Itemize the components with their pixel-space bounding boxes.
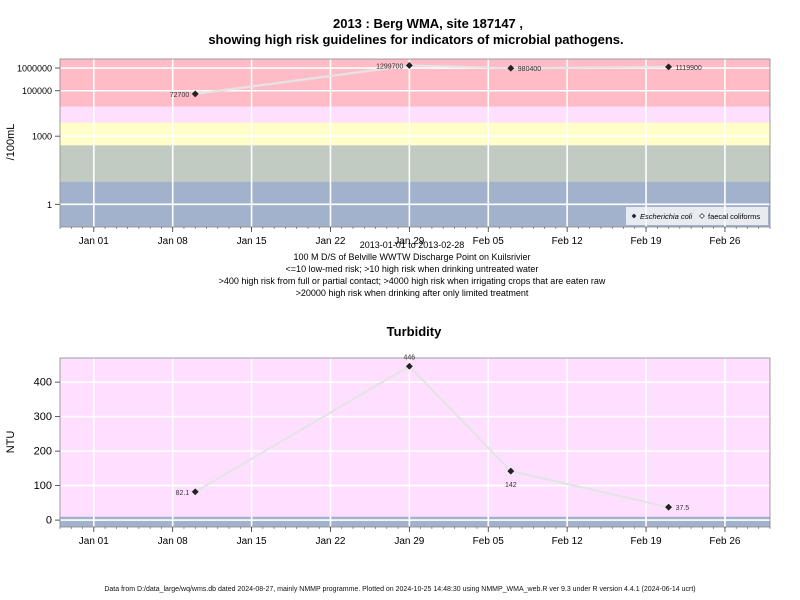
risk-band-1	[60, 145, 770, 182]
turbidity-plot-panel: Jan 01 Jan 08 Jan 15 Jan 22 Jan 29 Feb 05 Feb …	[34, 354, 771, 547]
risk-band-0	[60, 516, 770, 527]
x-tick-label-5: Feb 05	[473, 236, 505, 247]
xlabel-line-contact-risk: >400 high risk from full or partial cont…	[219, 276, 606, 286]
x-tick-label-0: Jan 01	[79, 236, 109, 247]
x-tick-label-6: Feb 12	[552, 536, 584, 547]
x-tick-label-8: Feb 26	[709, 236, 741, 247]
y-tick-label-2: 200	[34, 446, 52, 458]
chart2-title: Turbidity	[387, 324, 442, 339]
series-line-0	[195, 64, 669, 95]
data-point-1	[405, 362, 413, 370]
y-tick-label-3: 300	[34, 411, 52, 423]
legend-label-ecoli: Escherichia coli	[640, 212, 692, 221]
y-tick-label-1: 100000	[22, 86, 52, 96]
x-tick-label-7: Feb 19	[630, 536, 662, 547]
legend-label-faecal: faecal coliforms	[708, 212, 760, 221]
series-line-0	[194, 364, 669, 509]
data-point-2	[507, 467, 515, 475]
data-label-3: 37.5	[676, 505, 690, 512]
x-tick-label-8: Feb 26	[709, 536, 741, 547]
xlabel-line-treatment-risk: >20000 high risk when drinking after onl…	[296, 288, 529, 298]
chart1-title: 2013 : Berg WMA, site 187147 ,	[333, 16, 523, 31]
data-point-2	[507, 64, 515, 72]
x-tick-label-0: Jan 01	[79, 536, 109, 547]
x-tick-label-2: Jan 15	[237, 236, 267, 247]
y-tick-label-4: 400	[34, 377, 52, 389]
chart1-subtitle: showing high risk guidelines for indicat…	[208, 32, 623, 47]
x-tick-label-2: Jan 15	[237, 536, 267, 547]
x-tick-label-6: Feb 12	[552, 236, 584, 247]
x-tick-label-4: Jan 29	[394, 236, 424, 247]
plot-frame	[59, 357, 771, 528]
y-tick-label-1: 100	[34, 480, 52, 492]
y-tick-label-0: 1000000	[17, 64, 52, 74]
xlabel-line-low-risk: <=10 low-med risk; >10 high risk when dr…	[286, 264, 539, 274]
data-point-3	[665, 63, 673, 71]
risk-band-3	[60, 106, 770, 123]
y-tick-label-2: 1000	[32, 132, 52, 142]
x-tick-label-5: Feb 05	[473, 536, 505, 547]
y-tick-label-3: 1	[47, 200, 52, 210]
chart-legend: Escherichia coli faecal coliforms	[626, 207, 768, 225]
chart1-ylabel: /100mL	[5, 124, 17, 161]
chart2-ylabel: NTU	[5, 431, 17, 454]
data-point-0	[191, 488, 199, 496]
risk-band-1	[60, 358, 770, 517]
x-tick-label-3: Jan 22	[315, 236, 345, 247]
x-tick-label-1: Jan 08	[158, 236, 188, 247]
data-label-0: 82.1	[176, 490, 190, 497]
data-label-2: 142	[505, 482, 517, 489]
risk-band-2	[60, 122, 770, 146]
data-label-0: 72700	[170, 92, 190, 99]
x-tick-label-7: Feb 19	[630, 236, 662, 247]
chart1-xlabel: 2013-01-01 to 2013-02-28 100 M D/S of Be…	[219, 240, 606, 298]
data-point-0	[191, 90, 199, 98]
legend-box	[626, 207, 768, 225]
xlabel-line-date-range: 2013-01-01 to 2013-02-28	[360, 240, 465, 250]
y-tick-label-0: 0	[46, 515, 52, 527]
footer-note: Data from D:/data_large/wq/wms.db dated …	[104, 586, 696, 593]
x-tick-label-1: Jan 08	[158, 536, 188, 547]
data-label-1: 1299700	[376, 63, 403, 70]
x-tick-label-4: Jan 29	[394, 536, 424, 547]
legend-marker-ecoli	[631, 213, 637, 219]
data-label-3: 1119900	[676, 65, 702, 72]
microbial-plot-panel: Jan 01 Jan 08 Jan 15 Jan 22 Jan 29 Feb 05 Feb …	[17, 58, 771, 247]
data-point-1	[405, 61, 413, 70]
xlabel-line-site: 100 M D/S of Belville WWTW Discharge Poi…	[293, 252, 530, 262]
data-label-2: 980400	[518, 66, 541, 73]
legend-marker-faecal	[699, 213, 705, 219]
plot-frame	[59, 58, 771, 228]
x-tick-label-3: Jan 22	[315, 536, 345, 547]
data-label-1: 446	[404, 354, 416, 361]
data-point-3	[665, 503, 673, 511]
